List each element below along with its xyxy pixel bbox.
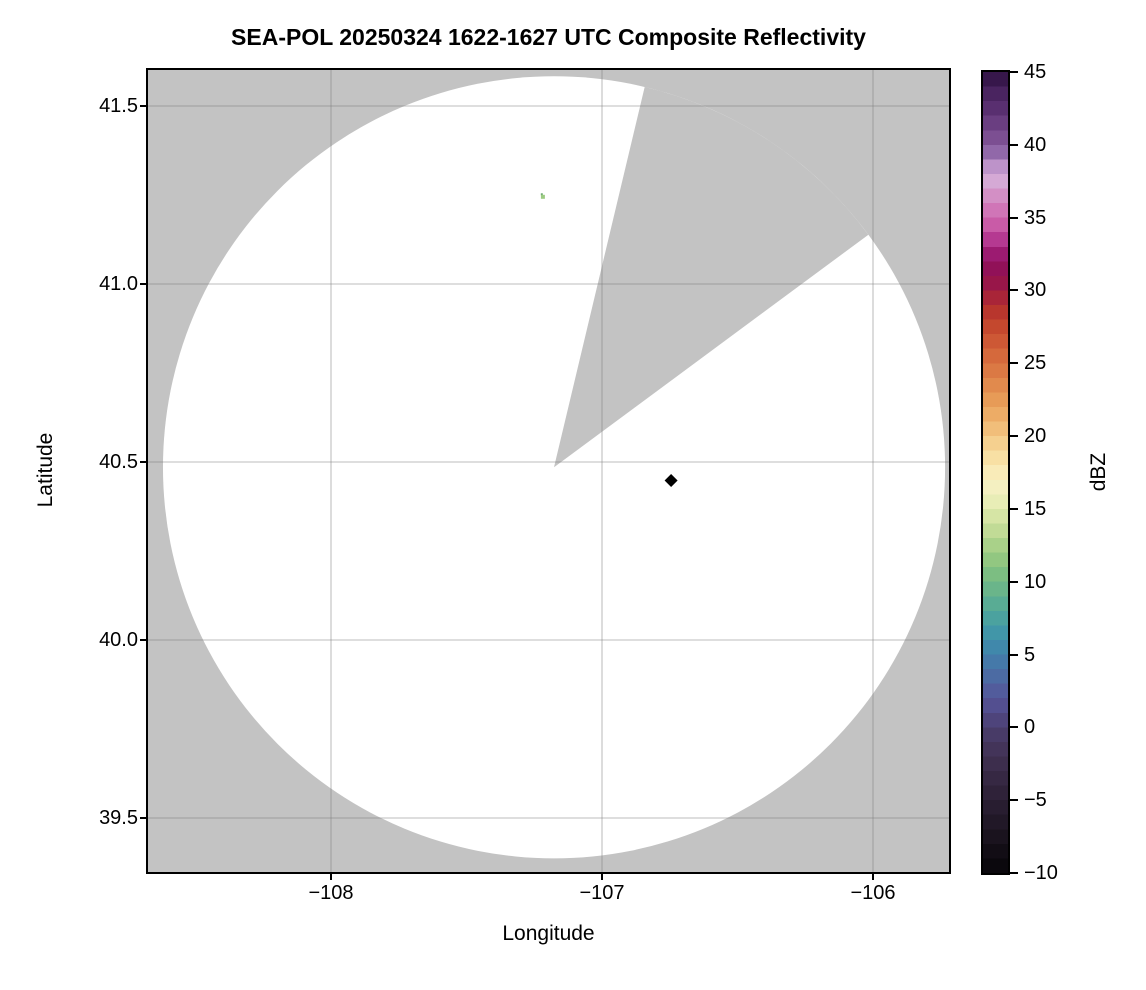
- colorbar-tick-mark: [1010, 71, 1018, 73]
- y-tick-label: 40.0: [99, 629, 138, 651]
- x-tick-label: −106: [850, 882, 896, 904]
- colorbar-tick-mark: [1010, 362, 1018, 365]
- y-axis-label: Latitude: [34, 432, 57, 508]
- x-tick-label: −107: [579, 882, 625, 904]
- colorbar-tick-label: −10: [1024, 862, 1058, 884]
- colorbar-tick-label: 30: [1024, 279, 1047, 302]
- y-tick-label: 40.5: [99, 451, 138, 473]
- colorbar-tick-mark: [1010, 799, 1018, 802]
- reflectivity-echo: [540, 193, 543, 196]
- colorbar-tick-mark: [1010, 216, 1018, 219]
- colorbar-tick-label: 10: [1024, 570, 1047, 593]
- colorbar-tick-label: 5: [1024, 643, 1036, 666]
- colorbar-tick-mark: [1010, 289, 1018, 292]
- y-tick-label: 41.5: [99, 95, 138, 117]
- colorbar-tick-mark: [1010, 653, 1018, 656]
- plot-title: SEA-POL 20250324 1622-1627 UTC Composite…: [231, 24, 866, 50]
- colorbar-tick-label: 15: [1024, 497, 1047, 520]
- x-axis-label: Longitude: [502, 922, 595, 945]
- y-tick-label: 41.0: [99, 273, 138, 295]
- y-tick-mark: [140, 817, 148, 819]
- colorbar: [981, 70, 1010, 875]
- reflectivity-echo: [540, 194, 545, 199]
- y-tick-mark: [140, 283, 148, 285]
- colorbar-tick-mark: [1010, 872, 1018, 874]
- colorbar-tick-label: −5: [1024, 789, 1047, 812]
- colorbar-tick-label: 20: [1024, 425, 1047, 448]
- missing-data-wedge: [554, 86, 869, 468]
- colorbar-tick-mark: [1010, 143, 1018, 146]
- y-tick-label: 39.5: [99, 807, 138, 829]
- colorbar-label: dBZ: [1087, 452, 1110, 492]
- y-tick-mark: [140, 105, 148, 107]
- colorbar-tick-mark: [1010, 435, 1018, 438]
- colorbar-tick-label: 25: [1024, 352, 1047, 375]
- colorbar-tick-label: 35: [1024, 206, 1047, 229]
- x-tick-mark: [872, 872, 874, 880]
- site-marker-diamond: [664, 474, 678, 488]
- y-tick-mark: [140, 461, 148, 463]
- colorbar-tick-mark: [1010, 580, 1018, 583]
- map-plot-area: [148, 70, 949, 872]
- colorbar-tick-mark: [1010, 726, 1018, 729]
- x-tick-mark: [601, 872, 603, 880]
- x-tick-mark: [330, 872, 332, 880]
- colorbar-tick-label: 40: [1024, 133, 1047, 156]
- y-tick-mark: [140, 639, 148, 641]
- x-tick-label: −108: [308, 882, 354, 904]
- colorbar-tick-mark: [1010, 507, 1018, 510]
- colorbar-gradient: [983, 72, 1008, 873]
- colorbar-tick-label: 0: [1024, 716, 1036, 739]
- colorbar-tick-label: 45: [1024, 61, 1047, 83]
